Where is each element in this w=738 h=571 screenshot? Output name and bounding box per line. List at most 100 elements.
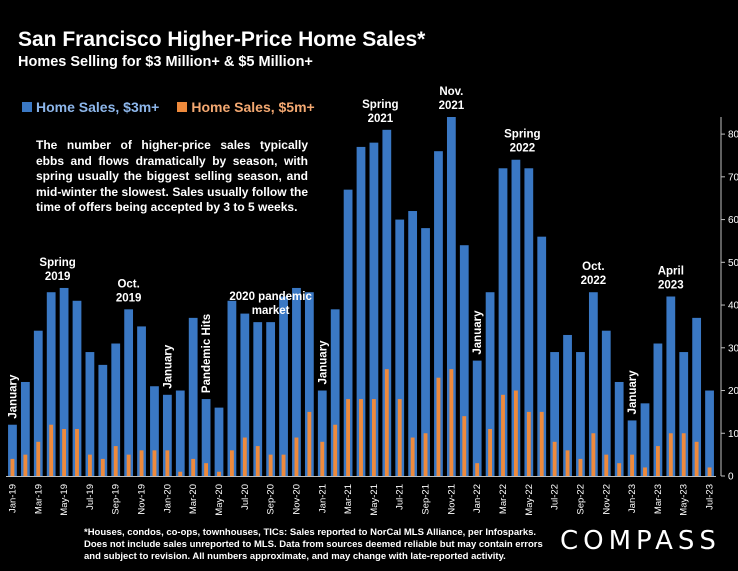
bar-5m: [229, 450, 234, 476]
bar-5m: [242, 437, 247, 476]
bar-3m: [627, 420, 637, 476]
bar-3m: [201, 399, 211, 476]
y-tick-label: 40: [728, 301, 738, 312]
bar-5m: [178, 471, 183, 476]
x-tick-label: Jul-23: [705, 484, 716, 510]
x-tick-label: Nov-21: [446, 484, 457, 515]
annotation-label: Spring: [504, 129, 540, 141]
bar-5m: [139, 450, 144, 476]
bar-5m: [152, 450, 157, 476]
y-tick-label: 50: [728, 258, 738, 269]
bar-3m: [98, 364, 108, 476]
annotation-label: Nov.: [439, 86, 463, 98]
bar-3m: [369, 142, 379, 476]
x-tick-label: Jan-22: [472, 484, 483, 513]
x-tick-label: Jul-20: [240, 484, 251, 510]
bar-5m: [462, 416, 467, 476]
annotation-label: January: [472, 310, 484, 355]
x-tick-label: Jan-20: [162, 484, 173, 513]
bar-5m: [565, 450, 570, 476]
bar-3m: [382, 129, 392, 477]
annotation-label: 2021: [439, 100, 465, 112]
bar-3m: [137, 326, 146, 476]
chart-note: The number of higher-price sales typical…: [36, 138, 308, 214]
bar-5m: [75, 428, 79, 476]
bar-5m: [371, 399, 376, 476]
bar-5m: [681, 433, 686, 476]
bar-3m: [214, 407, 224, 476]
annotation-label: January: [7, 374, 19, 419]
legend-swatch-5m: [177, 102, 188, 112]
bar-3m: [317, 390, 327, 476]
x-tick-label: Jan-23: [627, 484, 638, 513]
bar-3m: [240, 313, 250, 476]
bar-3m: [59, 287, 69, 476]
x-tick-label: Mar-23: [653, 484, 664, 514]
bar-3m: [666, 296, 676, 476]
annotation-label: 2019: [45, 271, 71, 283]
annotation-label: Pandemic Hits: [201, 314, 213, 393]
x-tick-label: Sep-21: [421, 484, 432, 515]
chart-subtitle: Homes Selling for $3 Million+ & $5 Milli…: [18, 54, 313, 70]
annotation-label: 2020 pandemic: [229, 291, 312, 303]
bar-3m: [588, 292, 598, 476]
bar-5m: [436, 377, 441, 476]
annotation-label: Oct.: [117, 278, 139, 290]
bar-5m: [307, 411, 312, 476]
annotation-label: 2019: [116, 292, 142, 304]
footnote: *Houses, condos, co-ops, townhouses, TIC…: [84, 527, 543, 562]
bar-3m: [20, 381, 30, 476]
bar-3m: [640, 403, 650, 476]
x-tick-label: Nov-19: [137, 484, 148, 515]
y-tick-label: 30: [728, 343, 738, 354]
bar-3m: [563, 334, 572, 476]
bar-5m: [604, 454, 609, 476]
bar-5m: [501, 394, 505, 476]
bar-3m: [421, 228, 430, 476]
bar-5m: [49, 424, 54, 476]
annotation-label: market: [252, 305, 290, 317]
bar-3m: [188, 317, 198, 476]
x-tick-label: Nov-20: [291, 484, 302, 515]
bar-5m: [643, 467, 647, 476]
bar-3m: [253, 322, 263, 476]
bar-5m: [62, 428, 67, 476]
bar-3m: [150, 386, 159, 476]
bar-3m: [304, 292, 314, 476]
bar-3m: [537, 236, 547, 476]
bar-5m: [539, 411, 544, 476]
y-tick-label: 0: [728, 472, 734, 483]
bar-5m: [346, 399, 351, 476]
chart-title: San Francisco Higher-Price Home Sales*: [18, 28, 426, 51]
bar-3m: [330, 309, 340, 476]
x-tick-label: Sep-22: [575, 484, 586, 515]
bar-3m: [498, 168, 508, 477]
bar-3m: [485, 292, 495, 476]
bar-5m: [630, 454, 635, 476]
annotation-label: 2022: [581, 275, 607, 287]
bar-3m: [511, 159, 521, 476]
bar-3m: [576, 352, 585, 476]
bar-3m: [124, 309, 134, 476]
x-tick-label: Nov-22: [601, 484, 612, 515]
bar-5m: [410, 437, 415, 476]
x-tick-label: Mar-19: [33, 484, 44, 514]
bar-5m: [513, 390, 518, 476]
bar-5m: [333, 424, 338, 476]
bar-3m: [175, 390, 185, 476]
x-tick-label: Sep-20: [266, 484, 277, 515]
annotation-label: January: [162, 344, 174, 389]
x-tick-label: May-20: [214, 484, 225, 516]
bar-5m: [87, 454, 92, 476]
y-tick-label: 60: [728, 215, 738, 226]
chart-legend: Home Sales, $3m+ Home Sales, $5m+: [22, 99, 315, 115]
bar-3m: [434, 151, 443, 476]
legend-item-5m: Home Sales, $5m+: [177, 99, 315, 115]
bar-5m: [191, 458, 196, 476]
bar-3m: [33, 330, 43, 476]
bar-3m: [46, 292, 56, 476]
bar-5m: [359, 399, 363, 476]
bar-3m: [292, 287, 301, 476]
bar-5m: [552, 441, 557, 476]
